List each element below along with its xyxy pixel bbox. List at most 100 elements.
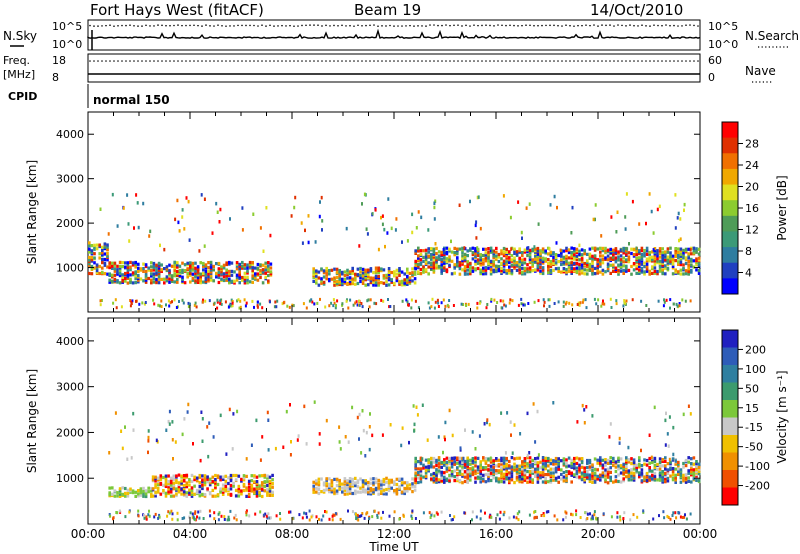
sparse-echo	[609, 422, 612, 426]
echo-cell	[596, 468, 599, 472]
echo-cell	[189, 261, 192, 265]
echo-cell	[121, 279, 124, 283]
ground-scatter	[502, 513, 505, 517]
echo-cell	[206, 477, 209, 481]
echo-cell	[645, 471, 649, 476]
sparse-echo	[386, 231, 389, 235]
echo-cell	[419, 458, 423, 462]
echo-cell	[578, 264, 581, 269]
echo-cell	[560, 251, 563, 255]
echo-cell	[343, 488, 347, 492]
echo-cell	[679, 247, 683, 251]
echo-cell	[440, 478, 443, 482]
echo-cell	[682, 465, 685, 469]
echo-cell	[492, 249, 495, 253]
echo-cell	[544, 249, 547, 253]
echo-cell	[687, 267, 690, 271]
echo-cell	[523, 266, 527, 270]
echo-cell	[697, 258, 701, 262]
echo-cell	[456, 259, 459, 263]
nave-dot	[533, 60, 535, 62]
echo-cell	[526, 469, 529, 474]
sparse-echo	[534, 440, 537, 444]
echo-cell	[400, 481, 404, 485]
ground-scatter	[273, 305, 276, 309]
ground-scatter	[231, 300, 234, 303]
echo-cell	[531, 471, 534, 475]
ground-scatter	[191, 512, 194, 516]
ground-scatter	[675, 516, 678, 520]
echo-cell	[432, 473, 436, 477]
echo-cell	[591, 259, 594, 263]
sparse-echo	[509, 215, 512, 220]
ground-scatter	[248, 514, 251, 518]
nsearch-dot	[177, 24, 179, 26]
echo-cell	[562, 457, 566, 461]
echo-cell	[245, 486, 248, 490]
echo-cell	[356, 490, 360, 494]
nave-dot	[189, 60, 191, 62]
sparse-echo	[421, 457, 424, 461]
echo-cell	[180, 481, 183, 485]
sparse-echo	[368, 447, 371, 452]
echo-cell	[144, 269, 148, 274]
echo-cell	[118, 264, 122, 268]
echo-cell	[116, 491, 119, 495]
echo-cell	[539, 475, 542, 479]
echo-cell	[476, 253, 480, 258]
echo-cell	[599, 456, 602, 460]
echo-cell	[495, 457, 498, 461]
echo-cell	[471, 466, 475, 470]
nsky-tick-top: 10^5	[52, 20, 82, 33]
echo-cell	[664, 471, 667, 475]
ground-scatter	[451, 518, 454, 521]
sparse-echo	[462, 456, 465, 461]
ground-scatter	[543, 300, 546, 304]
nsearch-dot	[97, 25, 99, 27]
echo-cell	[222, 266, 226, 270]
sparse-echo	[401, 426, 404, 430]
echo-cell	[580, 248, 584, 252]
sparse-echo	[186, 410, 189, 414]
echo-cell	[651, 258, 654, 262]
echo-cell	[258, 474, 261, 478]
echo-cell	[437, 469, 441, 473]
ground-scatter	[216, 300, 219, 304]
echo-cell	[90, 267, 94, 271]
echo-cell	[687, 272, 690, 276]
echo-cell	[554, 261, 558, 265]
echo-cell	[198, 494, 202, 498]
nsearch-dot	[597, 25, 599, 27]
echo-cell	[461, 460, 464, 465]
echo-cell	[95, 266, 99, 270]
echo-cell	[627, 469, 631, 473]
echo-cell	[588, 460, 592, 464]
echo-cell	[601, 268, 605, 272]
echo-cell	[653, 271, 657, 275]
echo-cell	[219, 487, 222, 491]
echo-cell	[108, 261, 111, 265]
echo-cell	[419, 477, 423, 481]
ground-scatter	[143, 516, 146, 520]
nsearch-dot	[641, 24, 643, 27]
sparse-echo	[124, 425, 126, 429]
echo-cell	[322, 483, 326, 487]
echo-cell	[111, 492, 114, 496]
echo-cell	[414, 263, 417, 267]
echo-cell	[682, 476, 685, 480]
echo-cell	[658, 247, 662, 251]
nsearch-dot	[329, 25, 331, 27]
nave-dot	[397, 60, 399, 62]
echo-cell	[93, 245, 96, 249]
echo-cell	[190, 479, 194, 483]
echo-cell	[417, 246, 420, 250]
echo-cell	[489, 246, 493, 250]
echo-cell	[181, 277, 184, 281]
sparse-echo	[483, 422, 486, 426]
sparse-echo	[500, 411, 503, 415]
echo-cell	[435, 252, 438, 256]
sparse-echo	[347, 440, 350, 444]
echo-cell	[664, 272, 667, 276]
echo-cell	[261, 281, 265, 285]
echo-cell	[586, 252, 589, 256]
